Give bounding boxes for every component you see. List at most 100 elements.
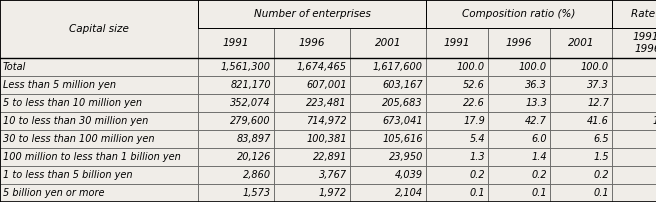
Bar <box>198 184 274 202</box>
Bar <box>350 76 426 94</box>
Bar <box>426 94 488 112</box>
Bar <box>274 94 350 112</box>
Text: 6.0: 6.0 <box>531 134 547 144</box>
Bar <box>0 76 198 94</box>
Text: 100.0: 100.0 <box>581 62 609 72</box>
Text: 1996: 1996 <box>298 38 325 48</box>
Bar <box>0 112 198 130</box>
Bar <box>426 130 488 148</box>
Text: Capital size: Capital size <box>69 24 129 34</box>
Text: 5 to less than 10 million yen: 5 to less than 10 million yen <box>3 98 142 108</box>
Bar <box>198 148 274 166</box>
Text: 20,126: 20,126 <box>237 152 271 162</box>
Text: 1991-
1996: 1991- 1996 <box>633 32 656 54</box>
Bar <box>0 0 198 58</box>
Bar <box>426 184 488 202</box>
Text: 100.0: 100.0 <box>519 62 547 72</box>
Bar <box>488 112 550 130</box>
Bar <box>198 0 426 28</box>
Bar <box>274 28 350 58</box>
Bar <box>488 166 550 184</box>
Text: 0.1: 0.1 <box>594 188 609 198</box>
Text: 100,381: 100,381 <box>306 134 347 144</box>
Bar <box>0 58 198 76</box>
Text: 105,616: 105,616 <box>382 134 423 144</box>
Bar <box>426 28 488 58</box>
Bar <box>274 130 350 148</box>
Text: 30 to less than 100 million yen: 30 to less than 100 million yen <box>3 134 155 144</box>
Bar <box>350 130 426 148</box>
Bar <box>550 94 612 112</box>
Bar <box>550 148 612 166</box>
Bar <box>550 76 612 94</box>
Bar <box>426 0 612 28</box>
Text: 1,561,300: 1,561,300 <box>221 62 271 72</box>
Bar <box>612 166 656 184</box>
Bar <box>350 28 426 58</box>
Text: 22,891: 22,891 <box>313 152 347 162</box>
Text: 714,972: 714,972 <box>306 116 347 126</box>
Text: 4,039: 4,039 <box>395 170 423 180</box>
Text: 1.3: 1.3 <box>470 152 485 162</box>
Bar <box>350 166 426 184</box>
Text: 0.2: 0.2 <box>470 170 485 180</box>
Text: 1 to less than 5 billion yen: 1 to less than 5 billion yen <box>3 170 133 180</box>
Text: 2,860: 2,860 <box>243 170 271 180</box>
Bar <box>550 184 612 202</box>
Bar <box>198 76 274 94</box>
Bar <box>550 166 612 184</box>
Bar <box>612 58 656 76</box>
Bar <box>612 76 656 94</box>
Text: 10 to less than 30 million yen: 10 to less than 30 million yen <box>3 116 148 126</box>
Text: 52.6: 52.6 <box>463 80 485 90</box>
Bar <box>198 166 274 184</box>
Bar <box>426 58 488 76</box>
Bar <box>198 58 274 76</box>
Bar <box>488 28 550 58</box>
Text: 0.2: 0.2 <box>531 170 547 180</box>
Bar <box>0 184 198 202</box>
Bar <box>612 148 656 166</box>
Text: 17.9: 17.9 <box>463 116 485 126</box>
Text: 23,950: 23,950 <box>388 152 423 162</box>
Text: 13.3: 13.3 <box>525 98 547 108</box>
Text: 1,674,465: 1,674,465 <box>297 62 347 72</box>
Text: Rate of increase (%): Rate of increase (%) <box>631 9 656 19</box>
Bar <box>350 58 426 76</box>
Text: 1.5: 1.5 <box>594 152 609 162</box>
Bar <box>550 130 612 148</box>
Bar <box>274 76 350 94</box>
Bar <box>426 166 488 184</box>
Text: 205,683: 205,683 <box>382 98 423 108</box>
Bar <box>350 148 426 166</box>
Bar <box>488 76 550 94</box>
Bar <box>0 94 198 112</box>
Text: 0.2: 0.2 <box>594 170 609 180</box>
Bar <box>488 184 550 202</box>
Bar <box>612 0 656 28</box>
Bar <box>198 112 274 130</box>
Bar <box>274 112 350 130</box>
Text: 0.1: 0.1 <box>470 188 485 198</box>
Bar <box>488 58 550 76</box>
Text: 3,767: 3,767 <box>319 170 347 180</box>
Text: Number of enterprises: Number of enterprises <box>254 9 371 19</box>
Bar <box>350 184 426 202</box>
Text: 1,617,600: 1,617,600 <box>373 62 423 72</box>
Text: 673,041: 673,041 <box>382 116 423 126</box>
Bar <box>350 94 426 112</box>
Text: 83,897: 83,897 <box>237 134 271 144</box>
Bar <box>426 76 488 94</box>
Text: 100 million to less than 1 billion yen: 100 million to less than 1 billion yen <box>3 152 181 162</box>
Text: 223,481: 223,481 <box>306 98 347 108</box>
Text: 100.0: 100.0 <box>457 62 485 72</box>
Text: 41.6: 41.6 <box>587 116 609 126</box>
Bar <box>550 28 612 58</box>
Bar <box>426 112 488 130</box>
Bar <box>488 148 550 166</box>
Text: 155.7: 155.7 <box>653 116 656 126</box>
Text: 22.6: 22.6 <box>463 98 485 108</box>
Text: Composition ratio (%): Composition ratio (%) <box>462 9 576 19</box>
Text: 2001: 2001 <box>375 38 401 48</box>
Bar <box>612 28 656 58</box>
